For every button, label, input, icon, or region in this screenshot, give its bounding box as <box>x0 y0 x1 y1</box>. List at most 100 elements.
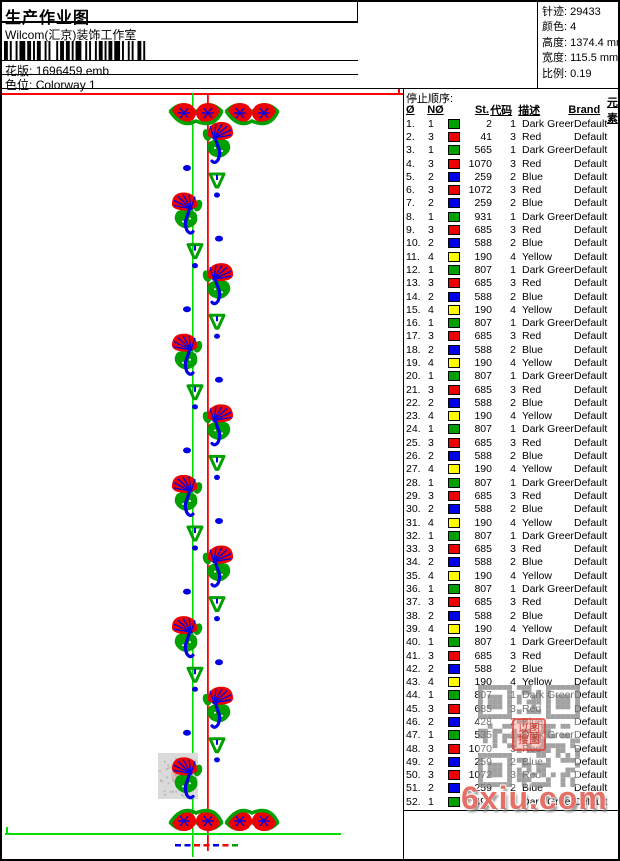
stop-cell: 39. <box>406 622 421 635</box>
stop-cell: 15. <box>406 303 421 316</box>
thread-color-swatch <box>448 185 460 196</box>
flower-motif <box>199 402 235 447</box>
stop-cell: Red <box>522 157 542 170</box>
stop-cell: Default <box>574 689 608 702</box>
stop-cell: 29. <box>406 489 421 502</box>
stop-cell: 1 <box>510 636 516 649</box>
stop-cell: Dark Green <box>522 263 574 276</box>
stop-row: 11. 4 190 4 Yellow Default <box>406 250 618 263</box>
stop-cell: Default <box>574 529 608 542</box>
stop-cell: 1 <box>510 529 516 542</box>
stop-cell: 2 <box>510 556 516 569</box>
stop-cell: 2 <box>428 609 434 622</box>
stop-row: 32. 1 807 1 Dark Green Default <box>406 529 618 542</box>
stop-cell: 494 <box>474 795 492 808</box>
separator <box>2 60 358 61</box>
stop-row: 36. 1 807 1 Dark Green Default <box>406 582 618 595</box>
stop-cell: 50. <box>406 769 421 782</box>
stop-cell: 1 <box>428 636 434 649</box>
thread-color-swatch <box>448 730 460 741</box>
stop-cell: Dark Green <box>522 210 574 223</box>
stop-cell: 1 <box>428 423 434 436</box>
stop-sequence-title: 停止顺序: <box>406 93 454 105</box>
stop-cell: Red <box>522 184 542 197</box>
thread-color-swatch <box>448 783 460 794</box>
stop-cell: 190 <box>474 303 492 316</box>
stop-cell: Yellow <box>522 250 552 263</box>
border-motif <box>168 101 280 126</box>
stop-cell: Dark Green <box>522 476 574 489</box>
stop-cell: 931 <box>474 210 492 223</box>
stop-row: 15. 4 190 4 Yellow Default <box>406 303 618 316</box>
stop-cell: Blue <box>522 237 544 250</box>
stop-cell: Default <box>574 317 608 330</box>
thread-color-swatch <box>448 544 460 555</box>
stop-cell: 30. <box>406 503 421 516</box>
stop-cell: Default <box>574 476 608 489</box>
stop-cell: 3 <box>428 383 434 396</box>
stop-cell: 3 <box>428 224 434 237</box>
thread-color-swatch <box>448 770 460 781</box>
stop-cell: 2 <box>428 290 434 303</box>
stop-row: 1. 1 2 1 Dark Green Default <box>406 117 618 130</box>
stop-cell: 3 <box>428 649 434 662</box>
tie-off-dash <box>203 844 210 847</box>
stop-cell: 11. <box>406 250 420 263</box>
stop-row: 8. 1 931 1 Dark Green Default <box>406 210 618 223</box>
stop-row: 37. 3 685 3 Red Default <box>406 596 618 609</box>
stop-cell: 2 <box>510 290 516 303</box>
stop-cell: 2 <box>428 556 434 569</box>
thread-color-swatch <box>448 477 460 488</box>
column-header: NØ <box>427 104 444 116</box>
stop-cell: 685 <box>474 277 492 290</box>
stop-cell: Default <box>574 250 608 263</box>
stop-cell: Default <box>574 290 608 303</box>
stop-cell: 23. <box>406 410 421 423</box>
stop-cell: 1 <box>428 729 434 742</box>
stop-cell: Blue <box>522 170 544 183</box>
stop-cell: 37. <box>406 596 421 609</box>
stop-cell: 1 <box>510 117 516 130</box>
stop-cell: Default <box>574 769 608 782</box>
flower-motif <box>199 261 235 306</box>
stop-cell: 1 <box>510 210 516 223</box>
stop-cell: 45. <box>406 702 421 715</box>
stop-cell: 1 <box>510 370 516 383</box>
stop-cell: 2 <box>510 170 516 183</box>
stop-cell: 17. <box>406 330 421 343</box>
stop-cell: 1 <box>428 795 434 808</box>
stop-cell: 807 <box>474 317 492 330</box>
stop-cell: Default <box>574 303 608 316</box>
stop-cell: 3 <box>428 596 434 609</box>
stop-row: 6. 3 1072 3 Red Default <box>406 183 618 196</box>
stop-cell: 18. <box>406 343 421 356</box>
thread-color-swatch <box>448 517 460 528</box>
stop-cell: Default <box>574 184 608 197</box>
stop-cell: 685 <box>474 489 492 502</box>
stop-cell: 46. <box>406 716 421 728</box>
stop-row: 29. 3 685 3 Red Default <box>406 489 618 502</box>
stop-cell: 9. <box>406 224 415 237</box>
stop-cell: Default <box>574 755 608 768</box>
stop-cell: 190 <box>474 569 492 582</box>
thread-color-swatch <box>448 650 460 661</box>
stop-row: 12. 1 807 1 Dark Green Default <box>406 263 618 276</box>
stop-row: 40. 1 807 1 Dark Green Default <box>406 636 618 649</box>
stop-cell: Blue <box>522 503 544 516</box>
thread-color-swatch <box>448 397 460 408</box>
stop-cell: 807 <box>474 263 492 276</box>
thread-color-swatch <box>448 756 460 767</box>
thread-color-swatch <box>448 411 460 422</box>
stop-cell: 4 <box>510 410 516 423</box>
guide-tick-left <box>6 827 8 835</box>
thread-color-swatch <box>448 158 460 169</box>
stop-cell: 190 <box>474 622 492 635</box>
guide-hline-top <box>2 93 403 95</box>
stop-cell: 2 <box>428 396 434 409</box>
stop-cell: 685 <box>474 330 492 343</box>
tie-off-dash <box>232 844 238 847</box>
thread-color-swatch <box>448 304 460 315</box>
bud-motif <box>186 384 204 411</box>
stop-cell: 2 <box>510 662 516 675</box>
